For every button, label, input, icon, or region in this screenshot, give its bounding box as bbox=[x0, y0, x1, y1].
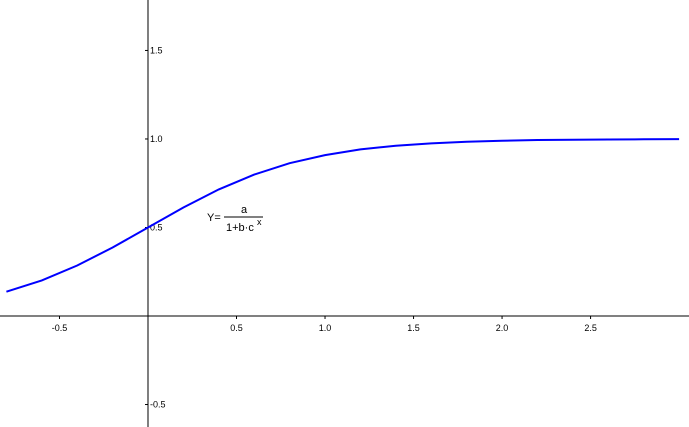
formula-exponent: x bbox=[257, 217, 262, 227]
y-tick-label: 1.0 bbox=[150, 134, 163, 144]
x-tick-label: 2.5 bbox=[584, 323, 597, 333]
curve bbox=[6, 138, 680, 293]
x-tick-label: 0.5 bbox=[230, 323, 243, 333]
x-tick-label: 1.5 bbox=[407, 323, 420, 333]
formula-lhs: Y= bbox=[207, 212, 221, 224]
formula-denominator: 1+b·c bbox=[226, 222, 254, 234]
y-tick-label: 0.5 bbox=[150, 222, 163, 232]
y-tick-label: -0.5 bbox=[150, 400, 166, 410]
x-tick-label: -0.5 bbox=[52, 323, 68, 333]
x-tick-label: 2.0 bbox=[496, 323, 509, 333]
x-tick-label: 1.0 bbox=[319, 323, 332, 333]
y-tick-label: 1.5 bbox=[150, 45, 163, 55]
formula-numerator: a bbox=[241, 204, 248, 216]
